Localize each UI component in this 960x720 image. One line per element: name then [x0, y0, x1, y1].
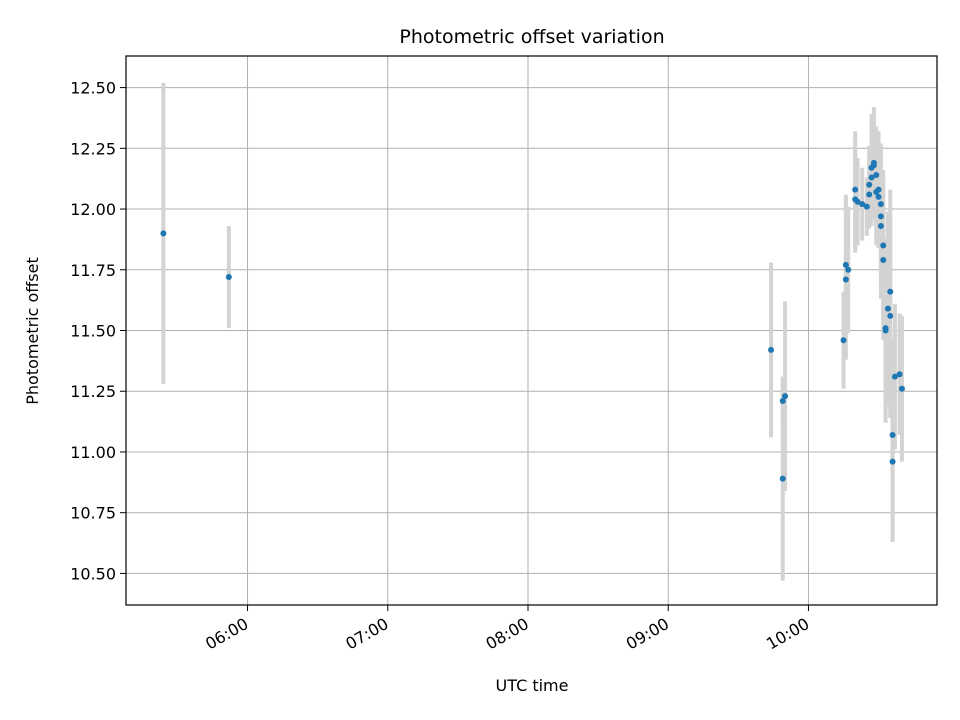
- data-point: [877, 201, 884, 208]
- data-point: [852, 186, 859, 193]
- y-tick-label: 11.25: [70, 382, 116, 401]
- y-tick-label: 11.00: [70, 443, 116, 462]
- y-axis-label: Photometric offset: [23, 257, 42, 405]
- data-point: [889, 458, 896, 465]
- data-point: [866, 191, 873, 198]
- data-point: [880, 257, 887, 264]
- data-point: [782, 393, 789, 400]
- x-axis-label: UTC time: [496, 676, 569, 695]
- y-tick-label: 11.50: [70, 322, 116, 341]
- data-point: [882, 327, 889, 334]
- y-tick-label: 10.50: [70, 564, 116, 583]
- data-point: [884, 305, 891, 312]
- y-tick-label: 11.75: [70, 261, 116, 280]
- y-tick-label: 12.00: [70, 200, 116, 219]
- data-point: [768, 346, 775, 353]
- data-point: [160, 230, 167, 237]
- data-point: [840, 337, 847, 344]
- data-point: [891, 373, 898, 380]
- data-point: [842, 261, 849, 268]
- data-point: [859, 201, 866, 208]
- data-point: [863, 203, 870, 210]
- data-point: [889, 431, 896, 438]
- data-point: [225, 274, 232, 281]
- y-tick-label: 12.50: [70, 79, 116, 98]
- data-point: [873, 172, 880, 179]
- data-point: [779, 475, 786, 482]
- data-point: [779, 397, 786, 404]
- y-axis-ticks: 10.50 10.75 11.00 11.25 11.50 11.75 12.00 12.25…: [70, 79, 126, 583]
- data-point: [868, 174, 875, 181]
- y-tick-label: 12.25: [70, 139, 116, 158]
- data-point: [854, 198, 861, 205]
- data-point: [842, 276, 849, 283]
- grid-lines: [126, 56, 937, 605]
- data-point: [898, 385, 905, 392]
- data-point: [866, 181, 873, 188]
- data-points: [160, 159, 905, 482]
- data-point: [896, 371, 903, 378]
- data-point: [877, 213, 884, 220]
- data-point: [870, 162, 877, 169]
- data-point: [880, 242, 887, 249]
- data-point: [875, 186, 882, 193]
- data-point: [875, 193, 882, 200]
- data-point: [877, 223, 884, 230]
- y-tick-label: 10.75: [70, 504, 116, 523]
- data-point: [887, 288, 894, 295]
- data-point: [887, 312, 894, 319]
- data-point: [845, 266, 852, 273]
- chart-title: Photometric offset variation: [399, 26, 664, 48]
